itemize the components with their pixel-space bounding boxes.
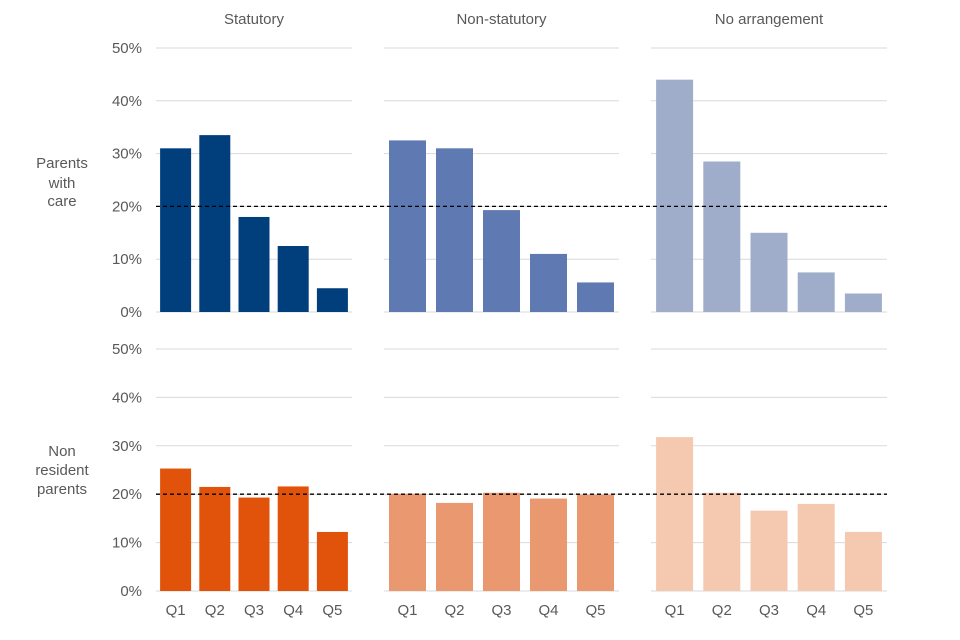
row-label: care: [47, 193, 76, 210]
bar: [483, 210, 520, 312]
y-tick-label: 10%: [112, 251, 142, 268]
bar: [389, 140, 426, 312]
bar: [844, 293, 882, 312]
bar: [844, 531, 882, 591]
y-tick-label: 20%: [112, 198, 142, 215]
bar: [238, 216, 270, 312]
row-label: resident: [35, 462, 89, 479]
x-tick-label: Q2: [444, 602, 464, 619]
x-tick-label: Q1: [665, 602, 685, 619]
y-tick-label: 10%: [112, 535, 142, 552]
x-tick-label: Q3: [491, 602, 511, 619]
bar: [750, 232, 788, 312]
bar: [530, 498, 567, 591]
x-tick-label: Q4: [538, 602, 558, 619]
bar: [277, 246, 309, 312]
bar: [577, 282, 614, 312]
bar: [160, 148, 192, 312]
column-header: Non-statutory: [456, 11, 547, 28]
bar: [277, 486, 309, 591]
bar: [199, 135, 231, 312]
y-tick-label: 0%: [120, 304, 142, 321]
bar: [316, 531, 348, 591]
bar: [703, 492, 741, 591]
x-tick-label: Q5: [322, 602, 342, 619]
y-tick-label: 40%: [112, 93, 142, 110]
x-tick-label: Q3: [759, 602, 779, 619]
y-tick-label: 30%: [112, 146, 142, 163]
bar: [199, 486, 231, 591]
bar: [530, 253, 567, 312]
bar: [316, 288, 348, 312]
y-tick-label: 50%: [112, 40, 142, 57]
x-tick-label: Q1: [166, 602, 186, 619]
row-label: Parents: [36, 155, 88, 172]
bar: [577, 494, 614, 591]
bar: [483, 492, 520, 591]
bar: [656, 79, 694, 313]
row-label: Non: [48, 443, 76, 460]
bar: [436, 502, 473, 591]
bar: [750, 510, 788, 591]
x-tick-label: Q4: [806, 602, 826, 619]
x-tick-label: Q2: [205, 602, 225, 619]
x-tick-label: Q3: [244, 602, 264, 619]
bar: [160, 468, 192, 591]
y-tick-label: 30%: [112, 438, 142, 455]
bar: [238, 497, 270, 591]
x-tick-label: Q5: [585, 602, 605, 619]
y-tick-label: 20%: [112, 486, 142, 503]
column-header: No arrangement: [715, 11, 824, 28]
bar: [797, 272, 835, 312]
x-tick-label: Q5: [853, 602, 873, 619]
bar: [389, 493, 426, 591]
bar: [436, 148, 473, 312]
y-tick-label: 50%: [112, 341, 142, 358]
x-tick-label: Q1: [397, 602, 417, 619]
y-tick-label: 0%: [120, 583, 142, 600]
row-label: parents: [37, 481, 87, 498]
bar: [656, 437, 694, 591]
y-tick-label: 40%: [112, 389, 142, 406]
row-label: with: [48, 175, 76, 192]
column-header: Statutory: [224, 11, 285, 28]
x-tick-label: Q2: [712, 602, 732, 619]
bar: [703, 161, 741, 312]
bar: [797, 503, 835, 591]
x-tick-label: Q4: [283, 602, 303, 619]
